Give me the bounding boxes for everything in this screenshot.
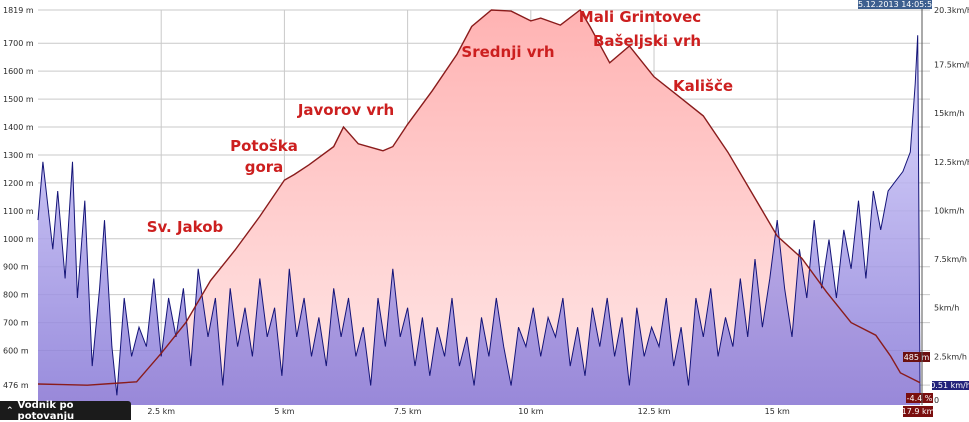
peak-label: Bašeljski vrh xyxy=(593,32,701,50)
distance-label: 17.9 km xyxy=(902,407,935,416)
y-tick-label: 1200 m xyxy=(3,179,34,188)
y-tick-label: 1000 m xyxy=(3,235,34,244)
peak-label: Srednji vrh xyxy=(461,43,554,61)
current-elevation-label: 485 m xyxy=(904,353,930,362)
y-tick-label: 1700 m xyxy=(3,39,34,48)
y-tick-label: 1819 m xyxy=(3,6,34,15)
y-tick-label: 476 m xyxy=(3,381,29,390)
y-tick-label: 1500 m xyxy=(3,95,34,104)
right-tick-label: 7.5km/h xyxy=(934,255,967,264)
x-tick-label: 12.5 km xyxy=(638,407,671,416)
speed-series-line xyxy=(37,35,921,396)
x-tick-label: 5 km xyxy=(274,407,294,416)
peak-label: gora xyxy=(245,158,284,176)
grade-label: -4.4 % xyxy=(907,394,933,403)
x-tick-label: 10 km xyxy=(518,407,543,416)
timestamp-box xyxy=(858,0,932,9)
peak-label: Mali Grintovec xyxy=(579,8,701,26)
distance-box xyxy=(903,406,933,417)
right-tick-label: 0 xyxy=(934,396,939,405)
current-speed-box xyxy=(932,381,969,390)
peak-label: Sv. Jakob xyxy=(147,218,224,236)
y-tick-label: 1400 m xyxy=(3,123,34,132)
left-axis-labels: 1819 m 1700 m 1600 m 1500 m 1400 m 1300 m 1200… xyxy=(3,6,34,390)
peak-label: Javorov vrh xyxy=(297,101,394,119)
y-tick-label: 800 m xyxy=(3,291,29,300)
right-tick-label: 12.5km/h xyxy=(934,158,969,167)
peak-annotations: Sv. Jakob Potoška gora Javorov vrh Srednji v… xyxy=(147,8,733,236)
trip-guide-label: Vodnik po potovanju xyxy=(17,399,75,422)
right-tick-label: 15km/h xyxy=(934,109,964,118)
current-speed-label: 0.51 km/h xyxy=(930,381,969,390)
right-tick-label: 10km/h xyxy=(934,206,964,215)
right-tick-label: 5km/h xyxy=(934,304,959,313)
peak-label: Kališče xyxy=(673,77,733,95)
elevation-series-line xyxy=(37,8,921,386)
right-tick-label: 17.5km/h xyxy=(934,60,969,69)
y-tick-label: 900 m xyxy=(3,263,29,272)
y-tick-label: 1600 m xyxy=(3,67,34,76)
x-tick-label: 2.5 km xyxy=(147,407,175,416)
peak-label: Potoška xyxy=(230,137,298,155)
y-tick-label: 1100 m xyxy=(3,207,34,216)
current-elevation-box xyxy=(903,352,930,362)
grade-box xyxy=(906,393,933,403)
y-tick-label: 600 m xyxy=(3,347,29,356)
y-tick-label: 1300 m xyxy=(3,151,34,160)
speed-area xyxy=(38,35,921,406)
chevron-up-icon: ⌃ xyxy=(6,405,14,416)
y-tick-label: 700 m xyxy=(3,319,29,328)
trip-guide-button[interactable]: ⌃ Vodnik po potovanju xyxy=(0,399,131,422)
x-axis-labels: 2.5 km 5 km 7.5 km 10 km 12.5 km 15 km xyxy=(147,407,790,416)
timestamp: 15.12.2013 14:05:57 xyxy=(853,0,937,9)
right-tick-label: 20.3km/h xyxy=(934,6,969,15)
x-tick-label: 7.5 km xyxy=(394,407,422,416)
right-axis-labels: 20.3km/h 17.5km/h 15km/h 12.5km/h 10km/h 7.5k… xyxy=(934,6,969,405)
x-tick-label: 15 km xyxy=(765,407,790,416)
right-tick-label: 2.5km/h xyxy=(934,352,967,361)
